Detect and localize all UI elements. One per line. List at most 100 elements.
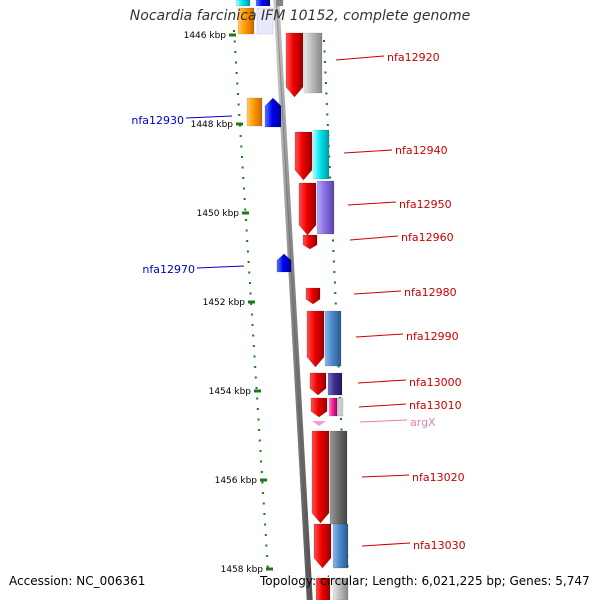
gene-arrow: [276, 253, 292, 273]
ruler-dot: [243, 198, 246, 200]
ruler-dot: [238, 114, 241, 116]
ruler-dot: [253, 355, 256, 358]
gene-label: nfa12960: [401, 231, 454, 244]
gene-arrow: [310, 397, 328, 418]
ruler-dot: [234, 51, 237, 53]
ruler-dot: [262, 492, 265, 494]
track-dot: [324, 82, 327, 84]
track-dot: [323, 50, 326, 53]
ruler-dot: [264, 523, 267, 526]
track-dot: [328, 166, 331, 168]
genome-backbone-edge: [275, 0, 311, 604]
gene-label-leader: [361, 474, 410, 478]
track-dot: [324, 71, 327, 74]
track-dot: [323, 40, 325, 42]
ruler-tick-label: 1448 kbp: [191, 120, 234, 130]
ruler-tick-label: 1446 kbp: [184, 31, 227, 41]
gene-label: nfa12970: [142, 263, 195, 276]
gene-label-leader: [347, 201, 397, 206]
ruler-dot: [249, 292, 252, 295]
gene-arrow: [311, 430, 330, 524]
cds-feature: [327, 372, 343, 396]
gene-label: nfa12930: [131, 114, 184, 127]
ruler-tick: [248, 300, 255, 304]
ruler-dot: [241, 166, 244, 169]
gene-arrow: [294, 131, 313, 181]
cds-feature: [328, 397, 338, 417]
ruler-tick: [242, 211, 249, 215]
ruler-dot: [250, 303, 253, 305]
gene-label: nfa13000: [409, 376, 462, 389]
ruler-dot: [259, 450, 262, 452]
cds-feature: [312, 129, 330, 180]
cds-feature: [237, 7, 255, 35]
track-dot: [337, 365, 340, 368]
ruler-dot: [248, 271, 251, 274]
track-dot: [332, 260, 335, 263]
ruler-dot: [235, 72, 238, 74]
gene-feature: [235, 0, 251, 7]
gene-arrow: [264, 97, 282, 128]
gene-label: nfa12980: [404, 286, 457, 299]
gene-arrow: [285, 32, 304, 98]
ruler-dot: [245, 229, 248, 232]
gene-arrow: [302, 234, 318, 250]
ruler-tick-label: 1456 kbp: [215, 476, 258, 486]
ruler-dot: [244, 219, 247, 221]
gene-label: nfa13030: [413, 539, 466, 552]
ruler-tick-label: 1450 kbp: [197, 209, 240, 219]
ruler-dot: [266, 555, 269, 557]
gene-label-leader: [353, 290, 402, 295]
ruler-dot: [242, 187, 245, 190]
track-dot: [325, 103, 328, 105]
ruler-dot: [242, 177, 245, 179]
cds-feature: [256, 7, 274, 35]
gene-feature: [276, 0, 284, 7]
track-dot: [334, 302, 337, 305]
track-dot: [326, 124, 329, 126]
track-dot: [340, 428, 343, 431]
ruler-dot: [255, 387, 258, 389]
gene-label-leader: [196, 265, 245, 269]
gene-label: nfa12920: [387, 51, 440, 64]
ruler-dot: [250, 313, 253, 316]
gene-arrow: [313, 523, 332, 569]
gene-label-leader: [185, 115, 233, 119]
gene-label: nfa12990: [406, 330, 459, 343]
ruler-dot: [260, 460, 263, 463]
topology-label: Topology: circular; Length: 6,021,225 bp…: [260, 574, 590, 588]
ruler-dot: [254, 366, 257, 368]
gene-label: nfa13010: [409, 399, 462, 412]
gene-arrow: [298, 182, 317, 236]
gene-label: argX: [410, 416, 436, 429]
ruler-dot: [252, 345, 255, 347]
gene-arrow: [306, 310, 325, 368]
ruler-dot: [237, 93, 239, 95]
page-title: Nocardia farcinica IFM 10152, complete g…: [129, 8, 471, 24]
gene-label-leader: [349, 235, 399, 241]
track-dot: [340, 418, 342, 420]
gene-label-leader: [361, 542, 411, 547]
ruler-dot: [251, 324, 254, 326]
ruler-dot: [264, 534, 267, 536]
gene-label: nfa12940: [395, 144, 448, 157]
track-dot: [325, 92, 328, 95]
gene-label-leader: [359, 419, 408, 423]
gene-label-leader: [355, 333, 404, 338]
ruler-dot: [258, 429, 261, 431]
ruler-dot: [246, 240, 249, 242]
track-dot: [329, 176, 332, 179]
track-dot: [323, 61, 326, 63]
ruler-dot: [265, 544, 268, 547]
ruler-tick-label: 1452 kbp: [203, 298, 246, 308]
ruler-tick-label: 1458 kbp: [221, 565, 264, 575]
track-dot: [332, 250, 335, 252]
ruler-tick: [260, 478, 267, 482]
cds-feature: [303, 32, 323, 94]
ruler-dot: [256, 408, 259, 410]
track-dot: [328, 155, 331, 158]
gene-label-leader: [343, 149, 393, 154]
track-dot: [326, 113, 329, 116]
ruler-dot: [260, 471, 263, 473]
